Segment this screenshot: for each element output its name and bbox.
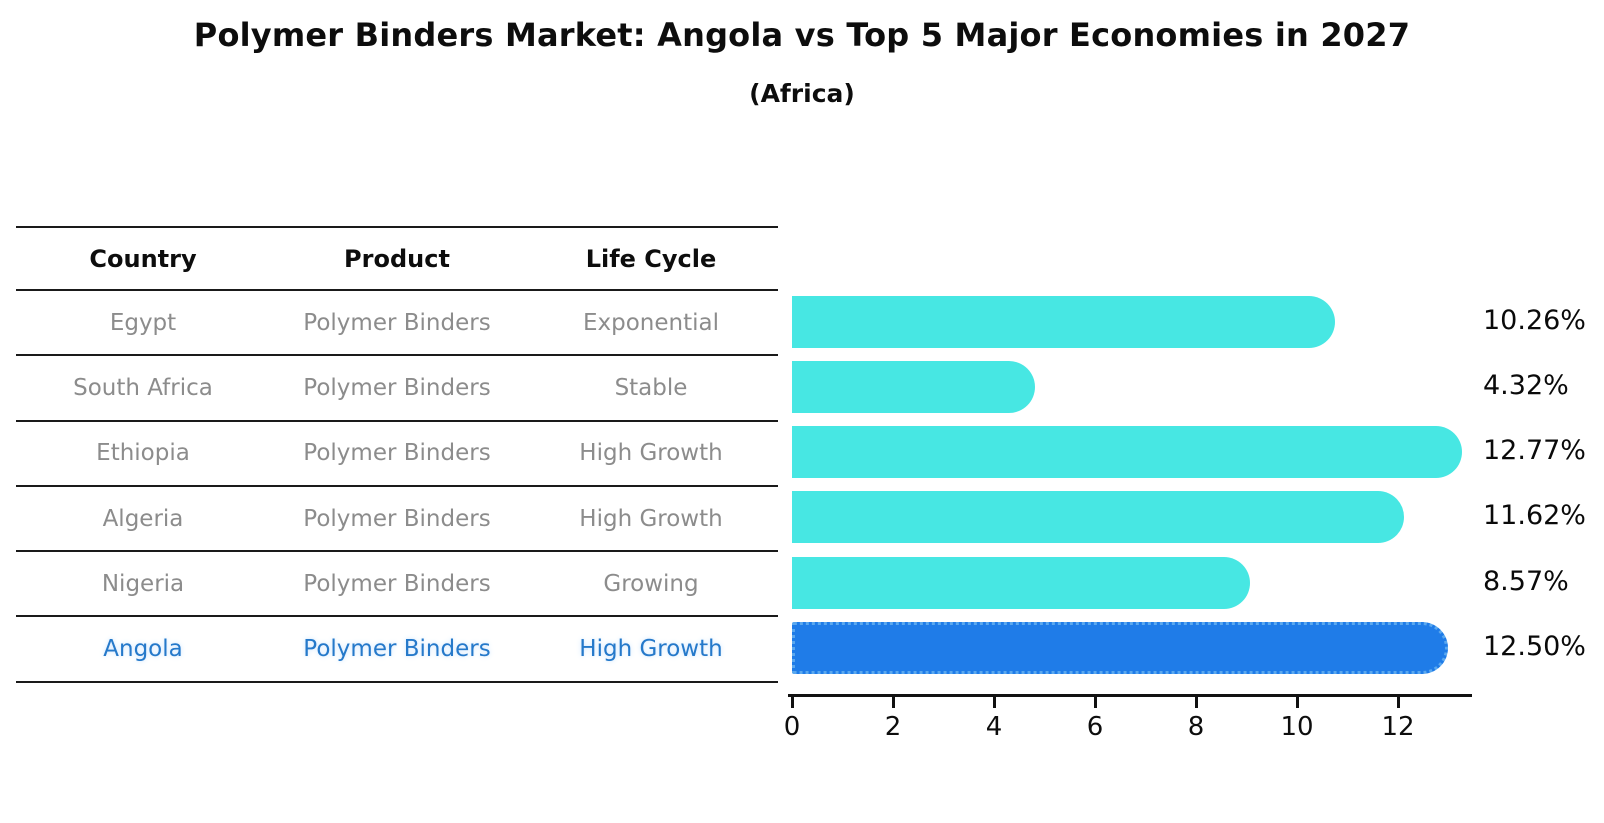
country-cell: Nigeria (101, 570, 185, 597)
x-axis-tick-label-8: 8 (1187, 712, 1205, 742)
bar-south-africa (792, 361, 1036, 413)
table-header-product: Product (344, 244, 450, 273)
value-label-egypt: 10.26% (1483, 305, 1586, 336)
bar-egypt (792, 296, 1336, 348)
country-cell: Algeria (102, 505, 184, 532)
x-axis-tick-10 (1295, 694, 1299, 708)
value-label-nigeria: 8.57% (1483, 566, 1569, 597)
table-header-country: Country (89, 244, 197, 273)
table-row-south-africa: South Africa Polymer Binders Stable (16, 354, 778, 419)
product-cell: Polymer Binders (303, 636, 491, 663)
x-axis-tick-label-12: 12 (1381, 712, 1415, 742)
life-cycle-cell: High Growth (579, 505, 723, 532)
table-row-angola: Angola Polymer Binders High Growth (16, 615, 778, 683)
bar-ethiopia (792, 426, 1462, 478)
country-cell: Angola (103, 636, 183, 663)
life-cycle-cell: High Growth (579, 440, 723, 467)
product-cell: Polymer Binders (303, 309, 491, 336)
product-cell: Polymer Binders (303, 570, 491, 597)
x-axis-tick-6 (1093, 694, 1097, 708)
country-cell: Ethiopia (96, 440, 190, 467)
x-axis-tick-2 (891, 694, 895, 708)
chart-title: Polymer Binders Market: Angola vs Top 5 … (193, 16, 1411, 54)
product-cell: Polymer Binders (303, 505, 491, 532)
value-label-algeria: 11.62% (1483, 500, 1586, 531)
value-label-angola: 12.50% (1483, 631, 1586, 662)
value-label-ethiopia: 12.77% (1483, 435, 1586, 466)
x-axis-tick-label-10: 10 (1280, 712, 1314, 742)
value-label-south-africa: 4.32% (1483, 370, 1569, 401)
x-axis-tick-label-6: 6 (1086, 712, 1104, 742)
life-cycle-cell: High Growth (579, 636, 723, 663)
life-cycle-cell: Stable (614, 374, 688, 401)
country-cell: Egypt (109, 309, 177, 336)
x-axis-line (788, 694, 1472, 697)
country-cell: South Africa (73, 374, 213, 401)
table-header-row: Country Product Life Cycle (16, 226, 778, 289)
bar-algeria (792, 491, 1404, 543)
life-cycle-cell: Exponential (582, 309, 719, 336)
table-row-egypt: Egypt Polymer Binders Exponential (16, 289, 778, 354)
product-cell: Polymer Binders (303, 440, 491, 467)
bar-nigeria (792, 557, 1250, 609)
x-axis-tick-12 (1396, 694, 1400, 708)
table-row-algeria: Algeria Polymer Binders High Growth (16, 484, 778, 550)
table-header-life-cycle: Life Cycle (585, 244, 717, 273)
life-cycle-cell: Growing (603, 570, 699, 597)
x-axis-tick-0 (790, 694, 794, 708)
table-row-nigeria: Nigeria Polymer Binders Growing (16, 550, 778, 615)
x-axis-tick-label-2: 2 (884, 712, 902, 742)
chart-subtitle: (Africa) (749, 79, 855, 108)
product-cell: Polymer Binders (303, 374, 491, 401)
x-axis-tick-label-0: 0 (783, 712, 801, 742)
country-table: Country Product Life Cycle Egypt Polymer Bin… (16, 226, 778, 683)
x-axis-tick-4 (992, 694, 996, 708)
table-row-ethiopia: Ethiopia Polymer Binders High Growth (16, 419, 778, 485)
x-axis-tick-8 (1194, 694, 1198, 708)
bar-angola (792, 622, 1449, 674)
x-axis-tick-label-4: 4 (985, 712, 1003, 742)
